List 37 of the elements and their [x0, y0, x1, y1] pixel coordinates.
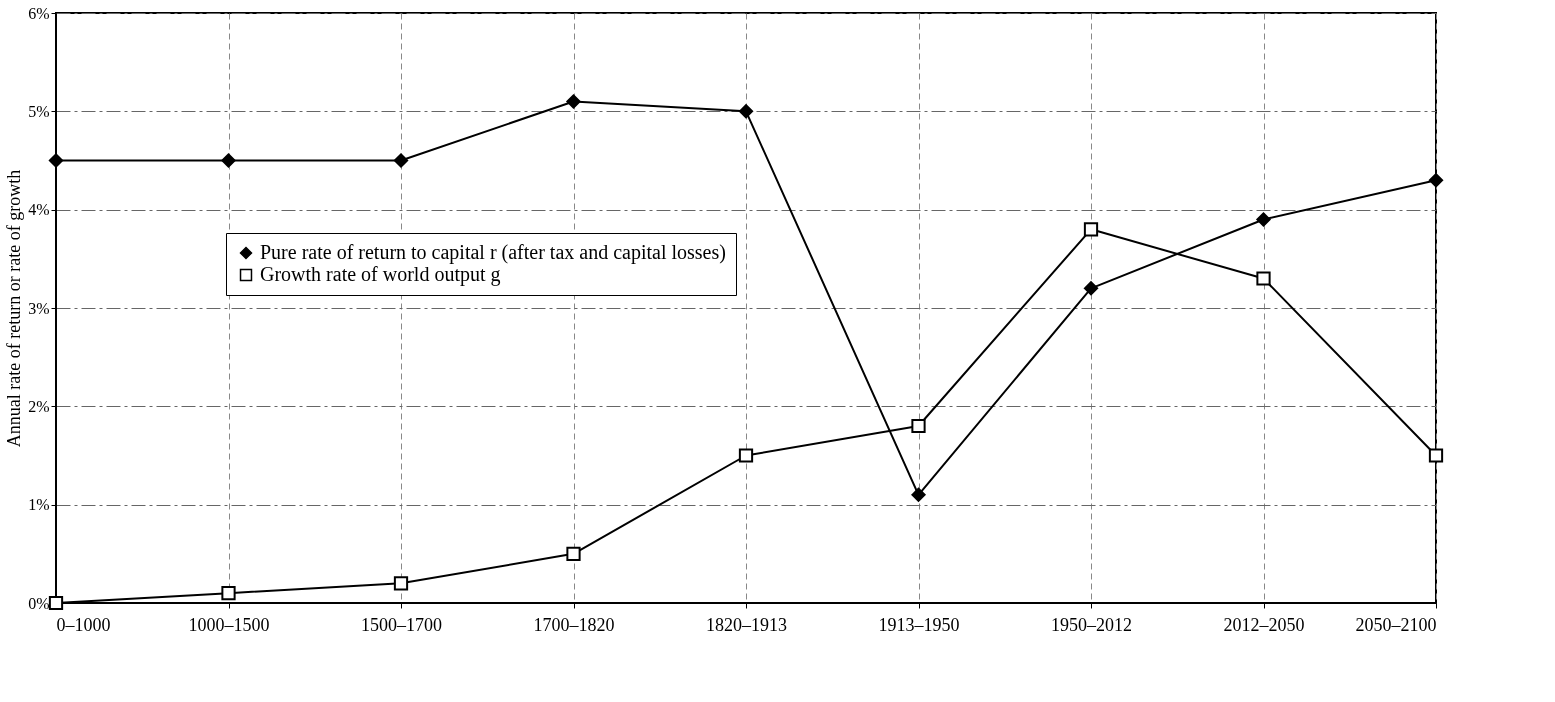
point	[1256, 212, 1271, 227]
y-tick-label: 3%	[28, 299, 50, 317]
x-tick-label: 1000–1500	[188, 614, 270, 635]
point	[48, 595, 64, 611]
point	[738, 104, 754, 119]
point	[911, 418, 926, 434]
x-tick-label: 1913–1950	[878, 614, 960, 635]
x-tick-label: 2050–2100	[1355, 614, 1437, 635]
point	[566, 546, 581, 561]
point	[1428, 448, 1444, 463]
x-tick-label: 1820–1913	[706, 614, 787, 635]
point	[738, 448, 754, 463]
point	[1256, 271, 1271, 286]
point	[221, 153, 236, 168]
y-tick-label: 6%	[28, 4, 50, 22]
point	[566, 94, 581, 109]
x-tick-label: 1950–2012	[1051, 614, 1132, 635]
legend-label: Growth rate of world output g	[260, 263, 501, 286]
point	[48, 153, 64, 168]
y-axis-title: Annual rate of return or rate of growth	[4, 169, 25, 448]
point	[393, 576, 409, 591]
x-tick-label: 1500–1700	[361, 614, 442, 635]
point	[1428, 173, 1444, 188]
y-tick-label: 5%	[28, 102, 50, 120]
y-tick-label: 0%	[28, 594, 50, 612]
y-tick-label: 1%	[28, 496, 50, 514]
point	[393, 153, 409, 168]
legend-label: Pure rate of return to capital r (after tax and capital losses)	[260, 241, 726, 264]
point	[1083, 281, 1099, 296]
y-tick-label: 2%	[28, 397, 50, 415]
x-tick-label: 2012–2050	[1223, 614, 1305, 635]
point	[911, 487, 926, 502]
x-tick-label: 0–1000	[56, 614, 111, 635]
point	[221, 586, 236, 601]
x-tick-label: 1700–1820	[533, 614, 615, 635]
y-tick-label: 4%	[28, 201, 50, 219]
point	[1083, 222, 1099, 237]
